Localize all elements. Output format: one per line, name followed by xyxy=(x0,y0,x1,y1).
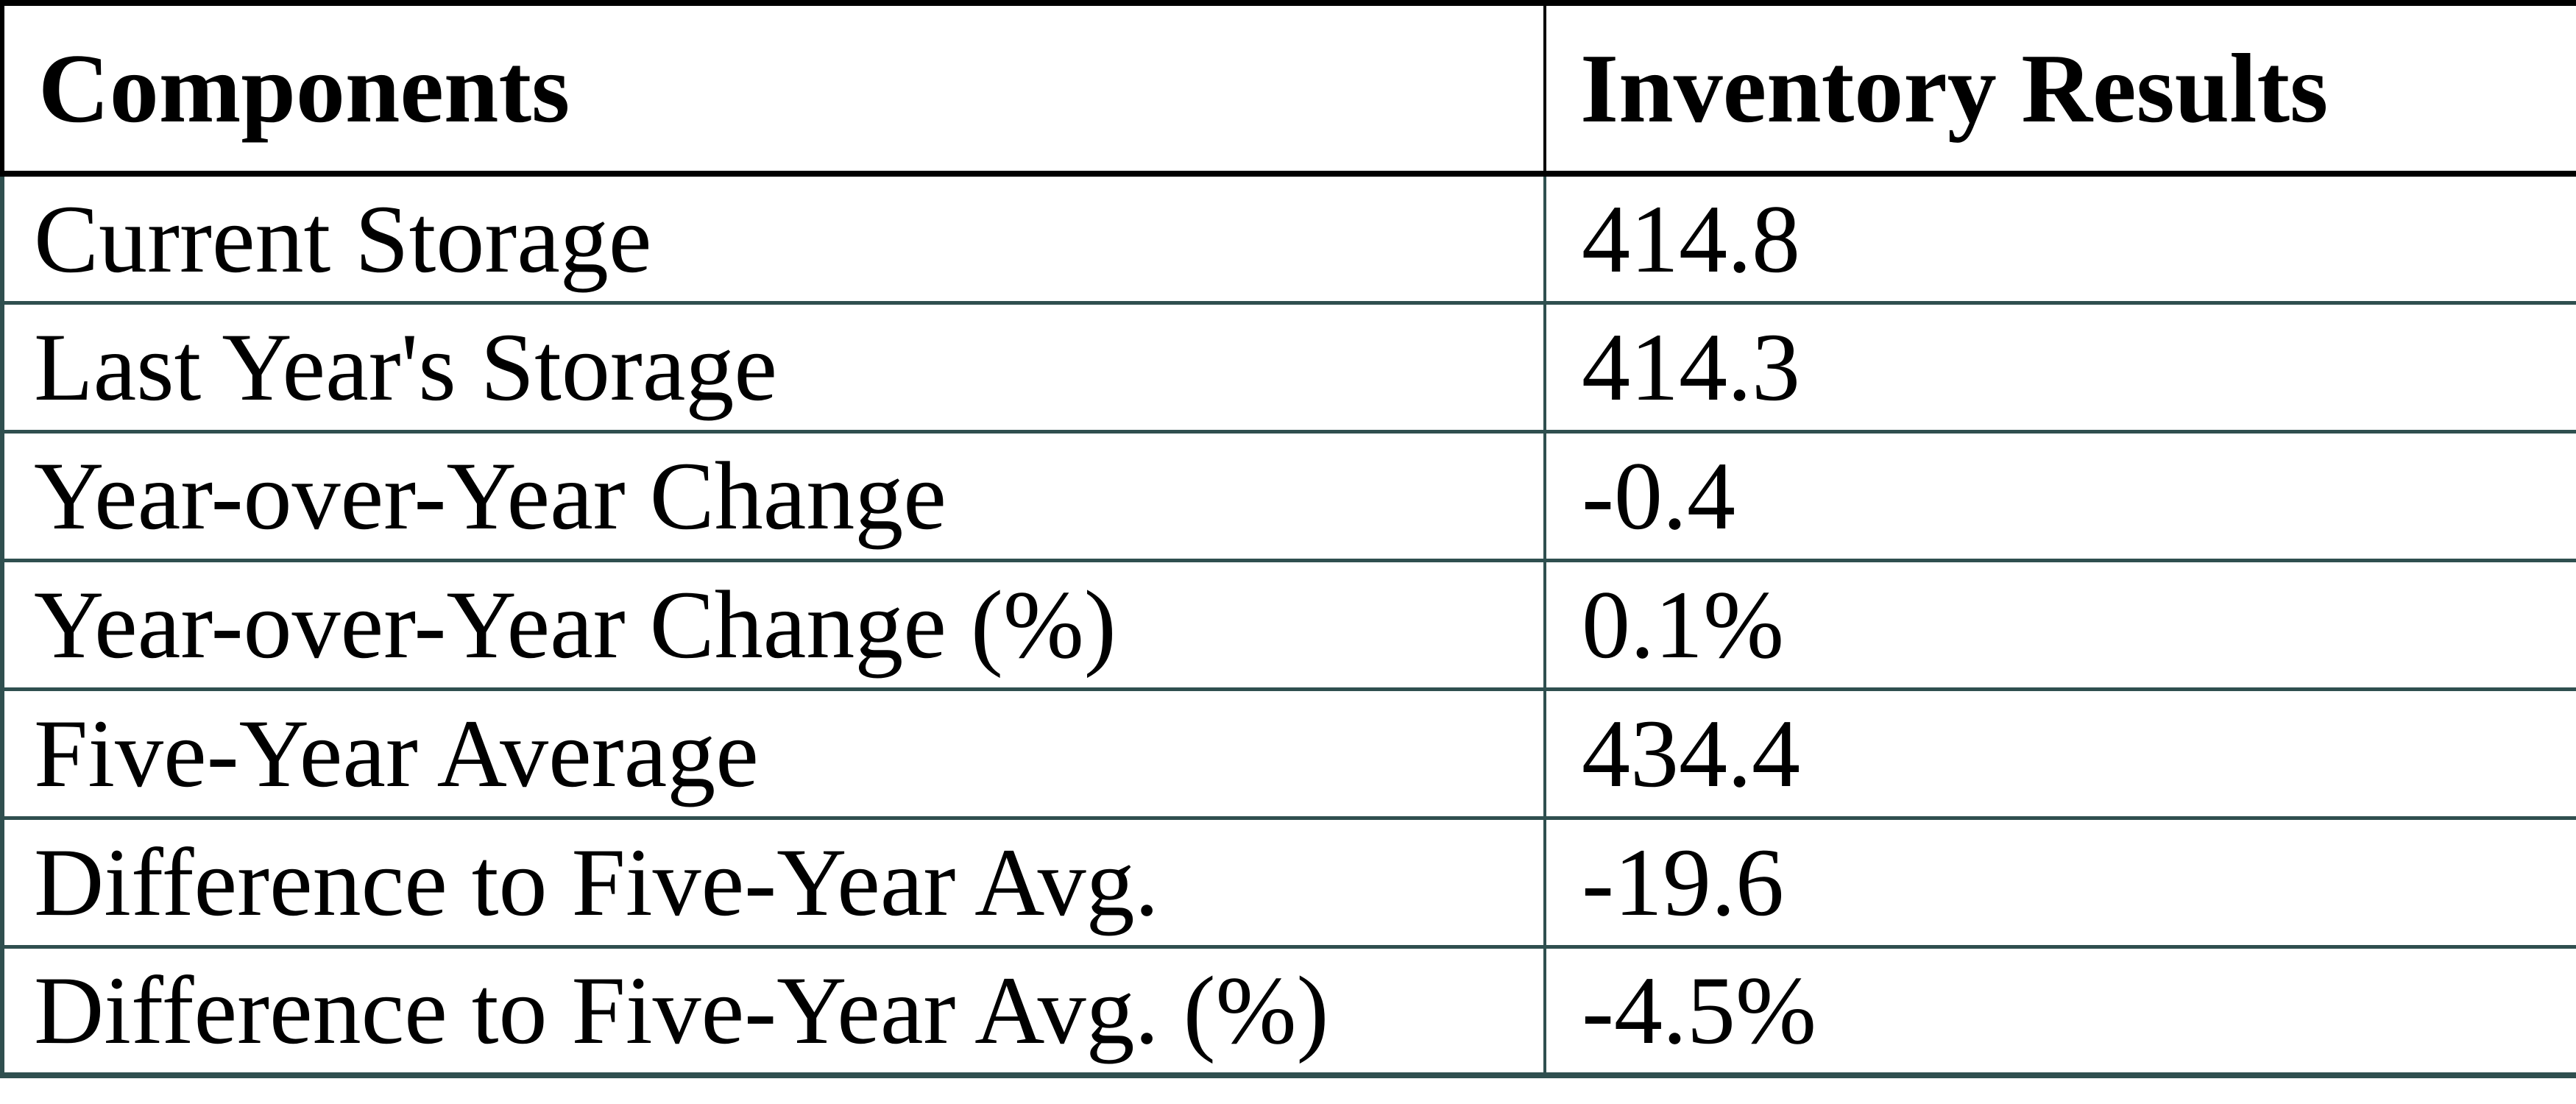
row-value: -0.4 xyxy=(1543,429,2576,562)
table-row: Five-Year Average 434.4 xyxy=(0,687,2576,820)
row-value: -19.6 xyxy=(1543,815,2576,949)
table-row: Year-over-Year Change -0.4 xyxy=(0,429,2576,562)
row-value: 0.1% xyxy=(1543,558,2576,691)
table-row: Year-over-Year Change (%) 0.1% xyxy=(0,558,2576,691)
row-label: Year-over-Year Change xyxy=(0,429,1546,562)
row-label: Five-Year Average xyxy=(0,687,1546,820)
column-header-components: Components xyxy=(0,0,1546,177)
table-header-row: Components Inventory Results xyxy=(0,0,2576,177)
row-label: Current Storage xyxy=(0,171,1546,305)
row-label: Last Year's Storage xyxy=(0,300,1546,434)
table-row: Current Storage 414.8 xyxy=(0,171,2576,305)
table-row: Difference to Five-Year Avg. (%) -4.5% xyxy=(0,944,2576,1078)
table-row: Last Year's Storage 414.3 xyxy=(0,300,2576,434)
table-row: Difference to Five-Year Avg. -19.6 xyxy=(0,815,2576,949)
row-value: 434.4 xyxy=(1543,687,2576,820)
column-header-inventory-results: Inventory Results xyxy=(1543,0,2576,177)
row-label: Year-over-Year Change (%) xyxy=(0,558,1546,691)
row-label: Difference to Five-Year Avg. xyxy=(0,815,1546,949)
row-value: -4.5% xyxy=(1543,944,2576,1078)
row-label: Difference to Five-Year Avg. (%) xyxy=(0,944,1546,1078)
row-value: 414.8 xyxy=(1543,171,2576,305)
row-value: 414.3 xyxy=(1543,300,2576,434)
inventory-results-table: Components Inventory Results Current Sto… xyxy=(0,0,2576,1078)
